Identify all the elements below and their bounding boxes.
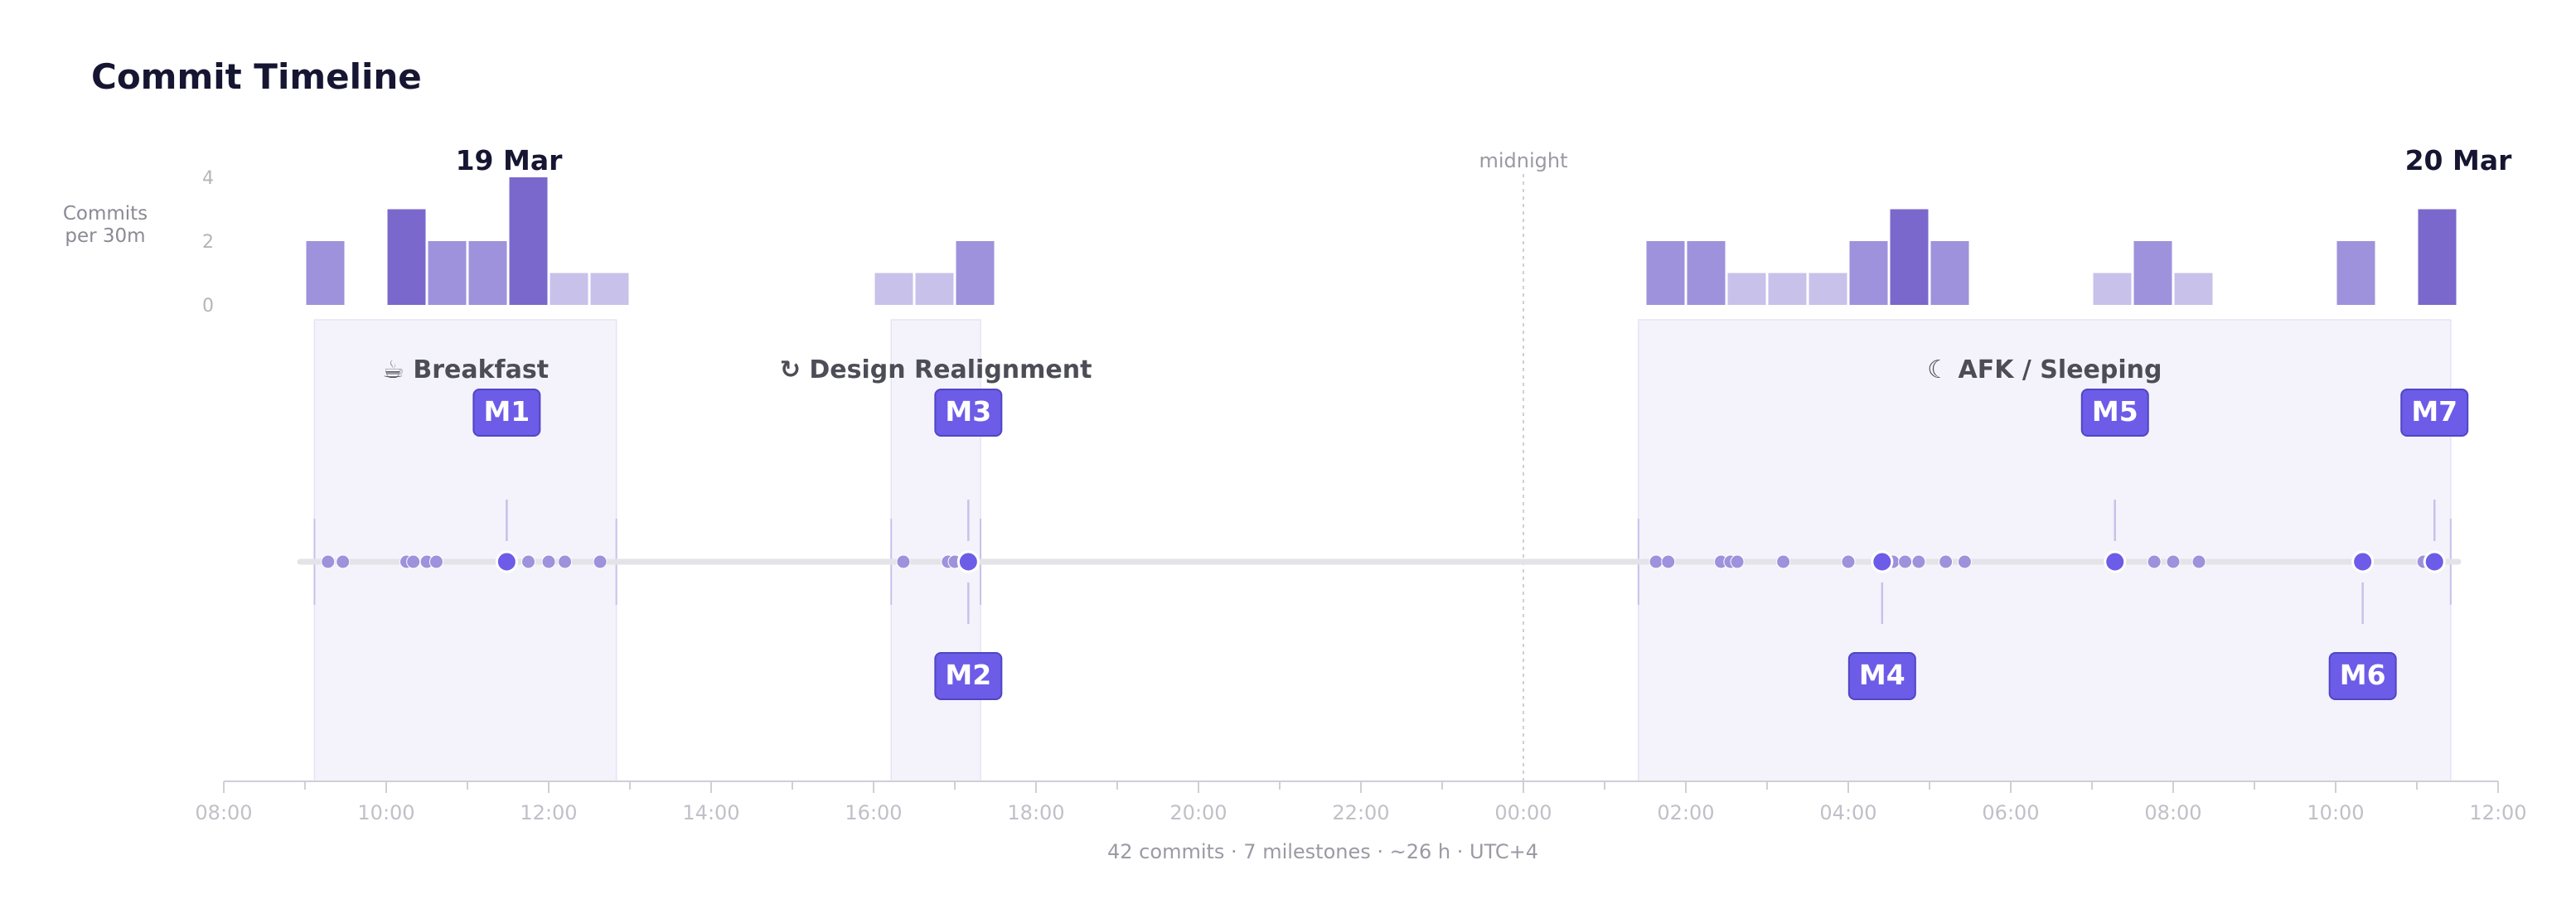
milestone-label: M5 (2092, 395, 2138, 428)
milestone-dot (1871, 550, 1894, 573)
period-band (1638, 319, 2452, 782)
x-axis-tick-label: 08:00 (2144, 801, 2201, 824)
x-axis-tick-label: 12:00 (520, 801, 577, 824)
histogram-bar (2336, 241, 2375, 305)
period-band (313, 319, 617, 782)
histogram-bar (1768, 273, 1807, 305)
milestone-dot (2104, 550, 2127, 573)
commit-dot (1649, 554, 1663, 569)
commit-dot (1957, 554, 1972, 569)
x-axis-tick-label: 02:00 (1657, 801, 1714, 824)
period-label: ☕ Breakfast (382, 355, 549, 384)
histogram-bar (468, 241, 507, 305)
histogram-bar (590, 273, 629, 305)
x-axis-tick-label: 20:00 (1169, 801, 1227, 824)
histogram-bar (306, 241, 345, 305)
milestone-badge (2328, 652, 2397, 700)
commit-dot (1911, 554, 1926, 569)
commit-dot (521, 554, 535, 569)
commit-dot (1939, 554, 1954, 569)
period-label: ☾ AFK / Sleeping (1927, 355, 2162, 384)
histogram-bar (915, 273, 954, 305)
commit-dot (429, 554, 443, 569)
histogram-bar (2133, 241, 2172, 305)
histogram-ytick: 2 (202, 232, 214, 253)
day-label: 19 Mar (456, 144, 564, 176)
histogram-ytick: 0 (202, 296, 214, 317)
milestone-label: M6 (2340, 659, 2386, 691)
histogram-bar (874, 273, 913, 305)
commit-dot (1776, 554, 1791, 569)
milestone-label: M1 (483, 395, 530, 428)
commit-dot (1898, 554, 1913, 569)
histogram-bar (2418, 209, 2457, 305)
x-axis-tick-label: 18:00 (1007, 801, 1064, 824)
histogram-bar (1849, 241, 1888, 305)
commit-dot (1841, 554, 1856, 569)
milestone-dot (956, 550, 980, 573)
milestone-dot (495, 550, 518, 573)
histogram-bar (2093, 273, 2132, 305)
x-axis-tick-label: 00:00 (1494, 801, 1552, 824)
milestone-badge (472, 389, 541, 437)
milestone-badge (1847, 652, 1916, 700)
milestone-label: M4 (1859, 659, 1905, 691)
milestone-dot (2351, 550, 2375, 573)
histogram-ylabel: per 30m (65, 225, 145, 247)
commit-dot (896, 554, 911, 569)
milestone-label: M7 (2411, 395, 2457, 428)
milestone-label: M3 (945, 395, 991, 428)
midnight-label: midnight (1479, 149, 1567, 172)
milestone-badge (934, 389, 1003, 437)
x-axis-tick-label: 16:00 (845, 801, 902, 824)
milestone-dot (2423, 550, 2446, 573)
histogram-bar (428, 241, 467, 305)
histogram-bar (387, 209, 426, 305)
histogram-ytick: 4 (202, 168, 214, 189)
milestone-label: M2 (945, 659, 991, 691)
milestone-badge (934, 652, 1003, 700)
histogram-bar (1930, 241, 1969, 305)
commit-dot (406, 554, 421, 569)
commit-dot (2166, 554, 2181, 569)
commit-dot (321, 554, 336, 569)
commit-dot (541, 554, 556, 569)
page-title: Commit Timeline (91, 56, 422, 97)
commit-dot (2191, 554, 2206, 569)
histogram-bar (1809, 273, 1847, 305)
histogram-bar (1727, 273, 1766, 305)
milestone-badge (2400, 389, 2469, 437)
chart-footer: 42 commits · 7 milestones · ~26 h · UTC+… (1107, 840, 1538, 863)
commit-dot (1661, 554, 1676, 569)
histogram-bar (550, 273, 588, 305)
milestone-badge (2080, 389, 2149, 437)
commit-dot (336, 554, 351, 569)
commit-dot (593, 554, 608, 569)
day-label: 20 Mar (2405, 144, 2513, 176)
x-axis-tick-label: 12:00 (2469, 801, 2526, 824)
x-axis-tick-label: 14:00 (682, 801, 739, 824)
histogram-bar (509, 177, 548, 305)
commit-dot (558, 554, 573, 569)
x-axis-tick-label: 10:00 (2307, 801, 2364, 824)
x-axis-tick-label: 04:00 (1819, 801, 1876, 824)
x-axis-tick-label: 08:00 (195, 801, 252, 824)
x-axis-tick-label: 06:00 (1982, 801, 2039, 824)
histogram-bar (956, 241, 995, 305)
histogram-ylabel: Commits (63, 203, 148, 225)
x-axis-tick-label: 10:00 (357, 801, 414, 824)
commit-dot (2147, 554, 2162, 569)
histogram-bar (1687, 241, 1726, 305)
histogram-bar (1890, 209, 1929, 305)
histogram-bar (1646, 241, 1685, 305)
histogram-bar (2174, 273, 2213, 305)
commit-dot (1730, 554, 1745, 569)
period-label: ↻ Design Realignment (780, 355, 1092, 384)
x-axis-tick-label: 22:00 (1332, 801, 1389, 824)
